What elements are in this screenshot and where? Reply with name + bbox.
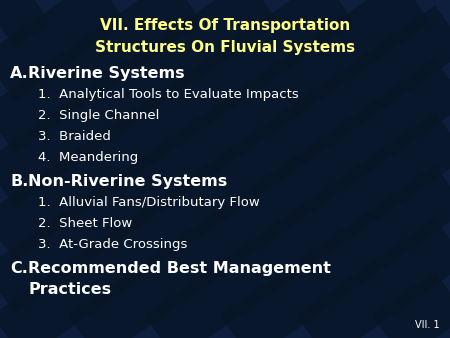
Text: 3.  Braided: 3. Braided <box>38 130 111 143</box>
Text: 1.  Alluvial Fans/Distributary Flow: 1. Alluvial Fans/Distributary Flow <box>38 196 260 209</box>
Text: Practices: Practices <box>28 282 111 297</box>
Text: Riverine Systems: Riverine Systems <box>28 66 184 81</box>
Text: Recommended Best Management: Recommended Best Management <box>28 261 331 276</box>
Text: 4.  Meandering: 4. Meandering <box>38 151 138 164</box>
Text: 2.  Sheet Flow: 2. Sheet Flow <box>38 217 132 230</box>
Text: VII. 1: VII. 1 <box>415 320 440 330</box>
Text: VII. Effects Of Transportation: VII. Effects Of Transportation <box>100 18 350 33</box>
Text: 1.  Analytical Tools to Evaluate Impacts: 1. Analytical Tools to Evaluate Impacts <box>38 88 299 101</box>
Text: Non-Riverine Systems: Non-Riverine Systems <box>28 174 227 189</box>
Text: 3.  At-Grade Crossings: 3. At-Grade Crossings <box>38 238 187 251</box>
Text: 2.  Single Channel: 2. Single Channel <box>38 109 159 122</box>
Text: C.: C. <box>10 261 28 276</box>
Text: A.: A. <box>10 66 29 81</box>
Text: B.: B. <box>10 174 28 189</box>
Text: Structures On Fluvial Systems: Structures On Fluvial Systems <box>95 40 355 55</box>
